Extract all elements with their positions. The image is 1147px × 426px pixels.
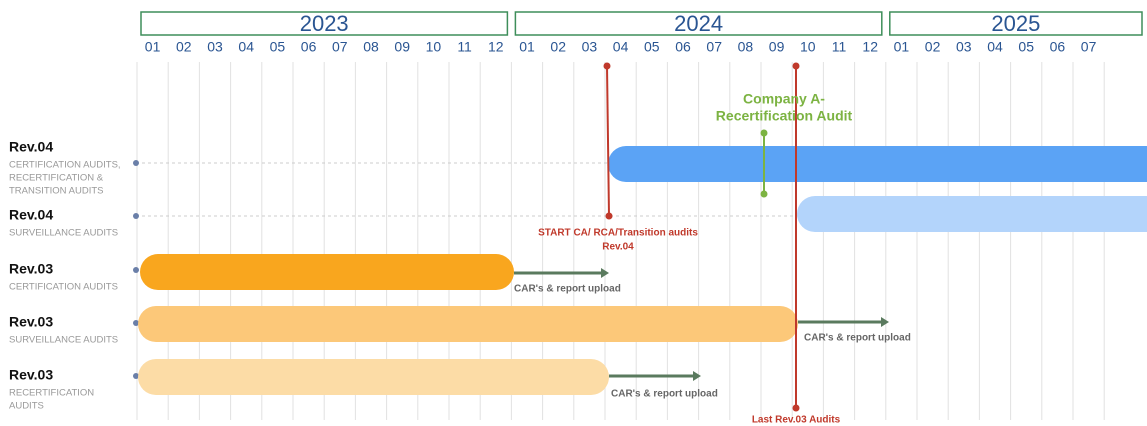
month-label: 02 <box>176 39 192 55</box>
month-label: 01 <box>894 39 910 55</box>
bar <box>138 359 609 395</box>
arrow-head <box>601 268 609 278</box>
row-subtitle: SURVEILLANCE AUDITS <box>9 228 118 239</box>
month-label: 11 <box>457 39 472 55</box>
month-label: 08 <box>363 39 379 55</box>
year-label: 2025 <box>991 11 1040 36</box>
month-label: 09 <box>769 39 785 55</box>
marker-dot <box>760 190 768 198</box>
month-label: 07 <box>1081 39 1097 55</box>
row-subtitle: CERTIFICATION AUDITS, <box>9 160 121 171</box>
month-label: 06 <box>675 39 691 55</box>
row-subtitle: RECERTIFICATION <box>9 388 94 399</box>
row-title: Rev.04 <box>9 207 53 223</box>
marker-line <box>606 65 610 217</box>
month-label: 12 <box>862 39 878 55</box>
arrow-head <box>693 371 701 381</box>
month-label: 09 <box>394 39 410 55</box>
row-subtitle: CERTIFICATION AUDITS <box>9 282 118 293</box>
bar <box>608 146 1147 182</box>
month-label: 08 <box>738 39 754 55</box>
arrow-head <box>881 317 889 327</box>
month-label: 10 <box>426 39 442 55</box>
year-label: 2024 <box>674 11 723 36</box>
month-label: 01 <box>519 39 535 55</box>
row-subtitle: RECERTIFICATION & <box>9 173 104 184</box>
row-title: Rev.03 <box>9 367 53 383</box>
row-title: Rev.03 <box>9 261 53 277</box>
month-label: 05 <box>644 39 660 55</box>
month-label: 07 <box>332 39 348 55</box>
row-dot <box>133 320 139 326</box>
month-label: 02 <box>550 39 566 55</box>
bar <box>140 254 514 290</box>
month-label: 06 <box>301 39 317 55</box>
month-label: 06 <box>1050 39 1066 55</box>
annotation: START CA/ RCA/Transition audits <box>538 228 698 239</box>
year-box <box>514 11 883 36</box>
marker-dot <box>605 212 613 220</box>
row-title: Rev.04 <box>9 139 53 155</box>
row-subtitle: SURVEILLANCE AUDITS <box>9 335 118 346</box>
month-label: 04 <box>238 39 254 55</box>
marker-dot <box>792 404 800 412</box>
month-label: 12 <box>488 39 504 55</box>
month-label: 11 <box>832 39 847 55</box>
annotation: CAR's & report upload <box>611 389 718 400</box>
marker-dot <box>792 62 800 70</box>
marker-dot <box>603 62 611 70</box>
row-dot <box>133 160 139 166</box>
month-label: 03 <box>956 39 972 55</box>
year-label: 2023 <box>300 11 349 36</box>
month-label: 04 <box>613 39 629 55</box>
bar <box>138 306 798 342</box>
month-label: 05 <box>270 39 286 55</box>
year-box <box>889 11 1143 36</box>
row-dot <box>133 373 139 379</box>
year-box <box>140 11 509 36</box>
month-label: 05 <box>1018 39 1034 55</box>
marker-dot <box>760 129 768 137</box>
month-label: 03 <box>207 39 223 55</box>
bars <box>133 62 1147 412</box>
row-dot <box>133 213 139 219</box>
month-label: 01 <box>145 39 161 55</box>
month-label: 03 <box>582 39 598 55</box>
annotation: CAR's & report upload <box>804 333 911 344</box>
annotation: Last Rev.03 Audits <box>752 415 841 426</box>
row-title: Rev.03 <box>9 314 53 330</box>
annotation: CAR's & report upload <box>514 284 621 295</box>
month-label: 02 <box>925 39 941 55</box>
annotation: Company A- <box>743 91 825 107</box>
month-label: 10 <box>800 39 816 55</box>
month-label: 07 <box>706 39 722 55</box>
annotation: Recertification Audit <box>716 108 853 124</box>
annotation: Rev.04 <box>602 242 634 253</box>
row-subtitle: TRANSITION AUDITS <box>9 186 103 197</box>
month-label: 04 <box>987 39 1003 55</box>
row-dot <box>133 267 139 273</box>
bar <box>797 196 1147 232</box>
row-subtitle: AUDITS <box>9 401 44 412</box>
